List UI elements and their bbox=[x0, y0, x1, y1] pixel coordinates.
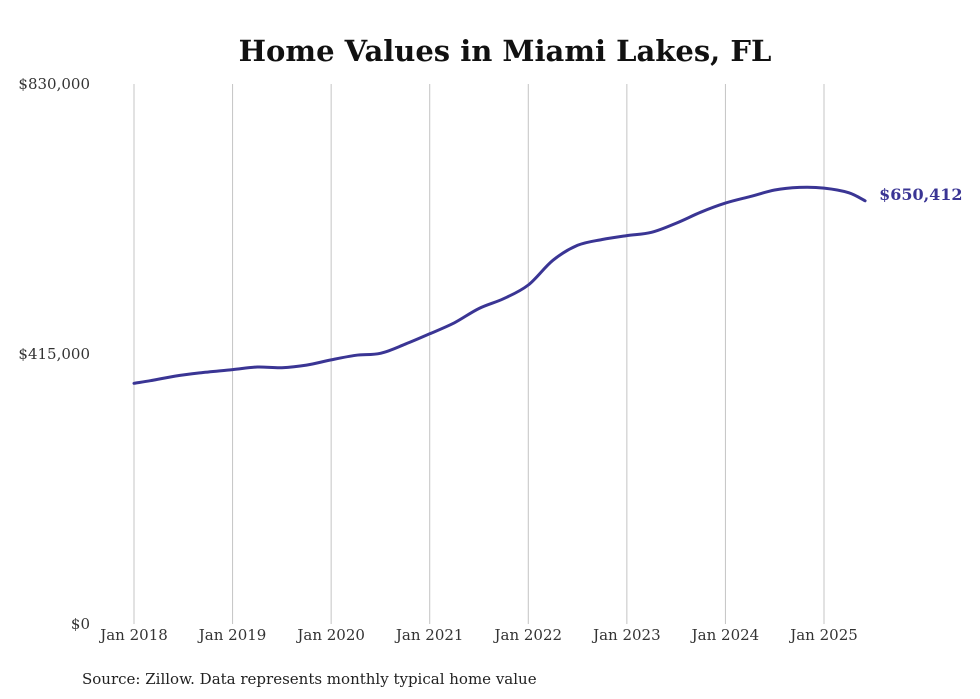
y-axis: $0 $415,000 $830,000 bbox=[18, 75, 90, 633]
x-tick-label: Jan 2022 bbox=[493, 626, 563, 644]
x-tick-label: Jan 2024 bbox=[690, 626, 760, 644]
y-tick-label: $0 bbox=[71, 615, 90, 633]
x-axis: Jan 2018 Jan 2019 Jan 2020 Jan 2021 Jan 2022… bbox=[98, 626, 858, 644]
x-tick-label: Jan 2025 bbox=[788, 626, 858, 644]
x-tick-label: Jan 2018 bbox=[98, 626, 168, 644]
x-tick-label: Jan 2023 bbox=[591, 626, 661, 644]
vertical-gridlines bbox=[133, 84, 825, 624]
end-value-label: $650,412 bbox=[879, 185, 963, 204]
source-note: Source: Zillow. Data represents monthly … bbox=[82, 670, 537, 688]
x-tick-label: Jan 2020 bbox=[295, 626, 365, 644]
x-tick-label: Jan 2019 bbox=[197, 626, 267, 644]
chart-title: Home Values in Miami Lakes, FL bbox=[239, 34, 772, 68]
x-tick-label: Jan 2021 bbox=[394, 626, 464, 644]
y-tick-label: $415,000 bbox=[18, 345, 90, 363]
series-layer bbox=[132, 185, 867, 385]
home-value-line bbox=[132, 185, 867, 385]
y-tick-label: $830,000 bbox=[18, 75, 90, 93]
